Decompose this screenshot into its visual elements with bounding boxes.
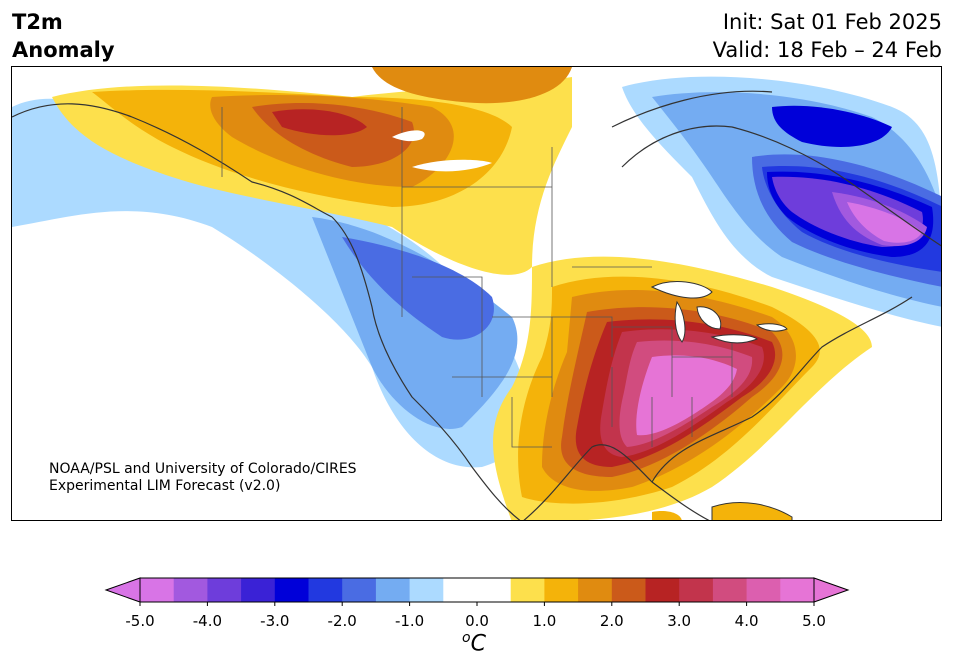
colorbar-bin [679,578,714,602]
cold-anomaly-baffin [772,105,892,147]
title-line-1: T2m [12,10,63,34]
cold-anomaly-alaska [12,114,118,181]
colorbar-unit-label: oC [462,630,486,656]
init-date: Init: Sat 01 Feb 2025 [722,10,942,34]
colorbar-tick-label: -1.0 [394,612,425,630]
bay-inlet [412,159,492,172]
colorbar-bin [712,578,748,602]
cuba-anomaly [711,501,793,520]
colorbar-bins [140,578,815,602]
anomaly-map [12,67,941,520]
warm-anomaly-arctic-islands [372,67,572,104]
hudson-bay [392,130,425,142]
colorbar-tick-label: 1.0 [532,612,557,630]
colorbar-bin [342,578,377,602]
colorbar-outline [139,577,815,603]
colorbar-tick-label: -4.0 [192,612,223,630]
coastlines [12,90,941,520]
colorbar-bin [611,578,646,602]
map-panel [11,66,942,521]
map-title: T2m Anomaly [12,8,115,64]
colorbar-bin [308,578,343,602]
warm-anomaly-north-core [272,109,367,136]
title-line-2: Anomaly [12,38,115,62]
great-lakes [650,281,788,344]
colorbar-over-arrow [813,577,850,603]
colorbar-tick-label: 2.0 [599,612,624,630]
credit-line-1: NOAA/PSL and University of Colorado/CIRE… [49,461,357,477]
colorbar-bin [544,578,579,602]
data-credit: NOAA/PSL and University of Colorado/CIRE… [49,461,357,495]
colorbar-bin [510,578,545,602]
colorbar-bin [375,578,411,602]
colorbar-bin [746,578,781,602]
degree-symbol: o [462,630,471,646]
cold-anomaly-labrador-core [847,202,922,243]
colorbar-tick-label: 4.0 [734,612,759,630]
colorbar-bin [645,578,680,602]
colorbar-bin [443,578,478,602]
colorbar-bin [780,578,815,602]
colorbar-tick-label: -5.0 [125,612,155,630]
credit-line-2: Experimental LIM Forecast (v2.0) [49,478,281,494]
colorbar-bin [409,578,444,602]
forecast-dates: Init: Sat 01 Feb 2025 Valid: 18 Feb – 24… [713,8,942,64]
state-borders [221,107,733,448]
unit-symbol: C [470,631,486,657]
colorbar-bin [173,578,208,602]
colorbar-bin [578,578,613,602]
colorbar-bin [207,578,242,602]
colorbar-tick-label: 5.0 [802,612,826,630]
colorbar-tick-label: 3.0 [667,612,692,630]
colorbar-under-arrow [104,577,141,603]
colorbar-tick-label: 0.0 [465,612,489,630]
colorbar-tick-label: -3.0 [260,612,290,630]
colorbar-bin [241,578,276,602]
caribbean-anomaly [652,511,682,520]
colorbar-tick-label: -2.0 [327,612,357,630]
colorbar-ticks [139,602,815,606]
colorbar-bin [477,578,512,602]
cold-anomaly-west-strong [342,237,494,340]
cold-anomaly-west-mid [312,217,518,429]
colorbar-bin [274,578,309,602]
valid-date: Valid: 18 Feb – 24 Feb [712,38,942,62]
warm-anomaly-southeast-core [636,355,737,436]
colorbar-bin [140,578,175,602]
